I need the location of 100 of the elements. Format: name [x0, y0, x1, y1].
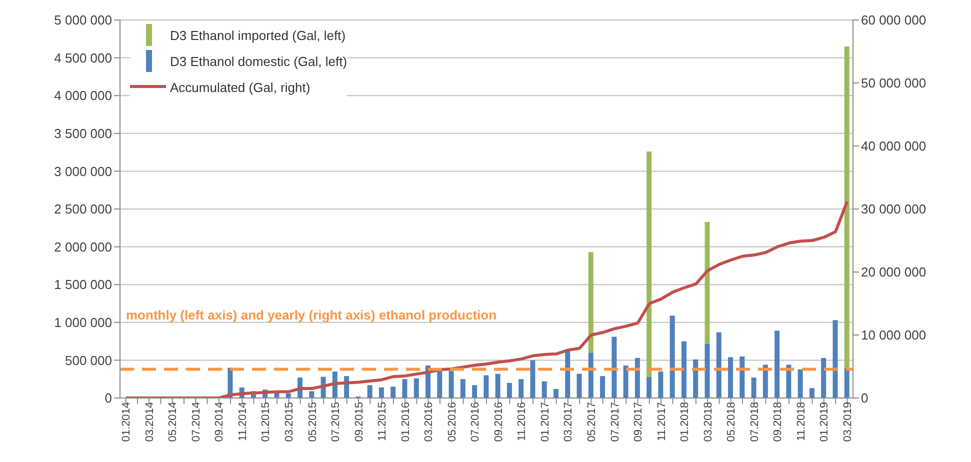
legend-label: Accumulated (Gal, right)	[170, 80, 310, 94]
x-tick-label: 09.2015	[353, 402, 366, 442]
bar	[495, 374, 500, 398]
x-tick-label: 03.2014	[144, 402, 156, 442]
x-tick-label: 09.2016	[492, 402, 505, 442]
bar	[530, 360, 536, 398]
x-tick-label: 05.2017	[586, 402, 598, 442]
bar	[542, 381, 547, 398]
y2-tick-label: 20 000 000	[861, 264, 926, 280]
x-tick-label: 05.2016	[446, 402, 458, 442]
x-tick-label: 05.2018	[726, 402, 738, 442]
bar	[658, 372, 664, 398]
bar	[774, 330, 780, 398]
bar	[832, 320, 838, 398]
bar	[576, 374, 582, 398]
x-tick-label: 01.2019	[818, 402, 831, 442]
x-tick-label: 07.2016	[470, 402, 482, 442]
y-tick-label: 4 000 000	[54, 88, 112, 104]
bar	[460, 379, 466, 398]
bar	[646, 376, 652, 398]
x-tick-label: 03.2019	[842, 402, 854, 442]
bar	[716, 332, 722, 398]
y-tick-label: 1 500 000	[54, 277, 112, 292]
bar	[693, 359, 698, 398]
x-tick-label: 09.2014	[214, 402, 226, 442]
y-tick-label: 5 000 000	[54, 12, 112, 28]
x-tick-label: 01.2015	[260, 402, 272, 442]
bar	[704, 222, 710, 344]
y-tick-label: 0	[104, 390, 112, 406]
bar	[367, 385, 372, 398]
x-tick-label: 03.2015	[284, 402, 296, 442]
bar	[448, 370, 454, 398]
bar	[437, 369, 442, 398]
x-tick-label: 07.2015	[330, 402, 342, 442]
x-tick-label: 11.2016	[516, 402, 528, 441]
y2-tick-label: 40 000 000	[861, 138, 926, 154]
bar	[309, 391, 314, 398]
bar	[646, 152, 652, 377]
y-tick-label: 3 500 000	[54, 126, 112, 142]
x-tick-label: 05.2014	[167, 402, 180, 442]
bar	[588, 352, 594, 398]
x-tick-label: 07.2014	[190, 402, 202, 442]
bar	[378, 387, 384, 398]
y2-tick-label: 10 000 000	[861, 328, 926, 343]
bar	[670, 316, 675, 398]
x-tick-label: 11.2017	[656, 402, 668, 441]
y-tick-label: 1 000 000	[54, 315, 112, 330]
bar	[844, 46, 850, 368]
bar	[390, 386, 396, 398]
line-series	[124, 200, 849, 398]
y2-tick-label: 50 000 000	[861, 76, 926, 91]
bar	[600, 376, 606, 398]
legend-label: D3 Ethanol imported (Gal, left)	[170, 28, 346, 42]
x-tick-label: 01.2016	[400, 402, 412, 442]
bar	[798, 369, 803, 398]
bar	[553, 388, 558, 398]
bar	[821, 358, 826, 398]
bar	[704, 344, 710, 398]
bar	[762, 364, 768, 398]
bar	[506, 382, 512, 398]
x-tick-label: 07.2018	[748, 402, 761, 442]
bar	[751, 378, 756, 398]
y-tick-label: 3 000 000	[54, 164, 112, 179]
y-tick-label: 4 500 000	[54, 50, 112, 66]
x-tick-label: 07.2017	[609, 402, 622, 442]
ref-line-label: monthly (left axis) and yearly (right axis) ethanol production	[126, 307, 497, 322]
bar	[681, 341, 686, 398]
y-tick-label: 500 000	[65, 352, 112, 368]
x-tick-label: 03.2018	[702, 402, 714, 442]
y-tick-label: 2 500 000	[54, 202, 112, 217]
x-tick-label: 09.2017	[632, 402, 645, 442]
bar	[414, 378, 419, 398]
x-tick-label: 03.2016	[423, 402, 436, 442]
x-tick-label: 03.2017	[562, 402, 575, 442]
bar	[809, 388, 814, 398]
bar	[740, 356, 745, 398]
bar	[786, 364, 792, 398]
x-tick-label: 01.2014	[120, 402, 133, 442]
x-tick-label: 05.2015	[306, 402, 319, 442]
x-tick-label: 01.2018	[679, 402, 692, 442]
bar	[612, 336, 617, 398]
bar	[634, 358, 640, 398]
bar	[623, 365, 628, 398]
y-tick-label: 2 000 000	[54, 239, 112, 254]
bar	[565, 351, 570, 398]
bar	[844, 368, 850, 398]
bar	[484, 375, 489, 398]
bar	[728, 357, 734, 398]
bar	[588, 252, 594, 353]
bar	[402, 379, 408, 398]
x-tick-label: 09.2018	[772, 402, 784, 442]
x-tick-label: 01.2017	[539, 402, 552, 442]
bar	[472, 385, 478, 398]
y2-tick-label: 0	[861, 390, 868, 406]
x-tick-label: 11.2015	[376, 402, 389, 441]
x-tick-label: 11.2014	[236, 402, 249, 441]
legend-label: D3 Ethanol domestic (Gal, left)	[170, 54, 348, 68]
y2-tick-label: 30 000 000	[861, 202, 926, 217]
x-tick-label: 11.2018	[795, 402, 808, 441]
y2-tick-label: 60 000 000	[861, 12, 926, 28]
